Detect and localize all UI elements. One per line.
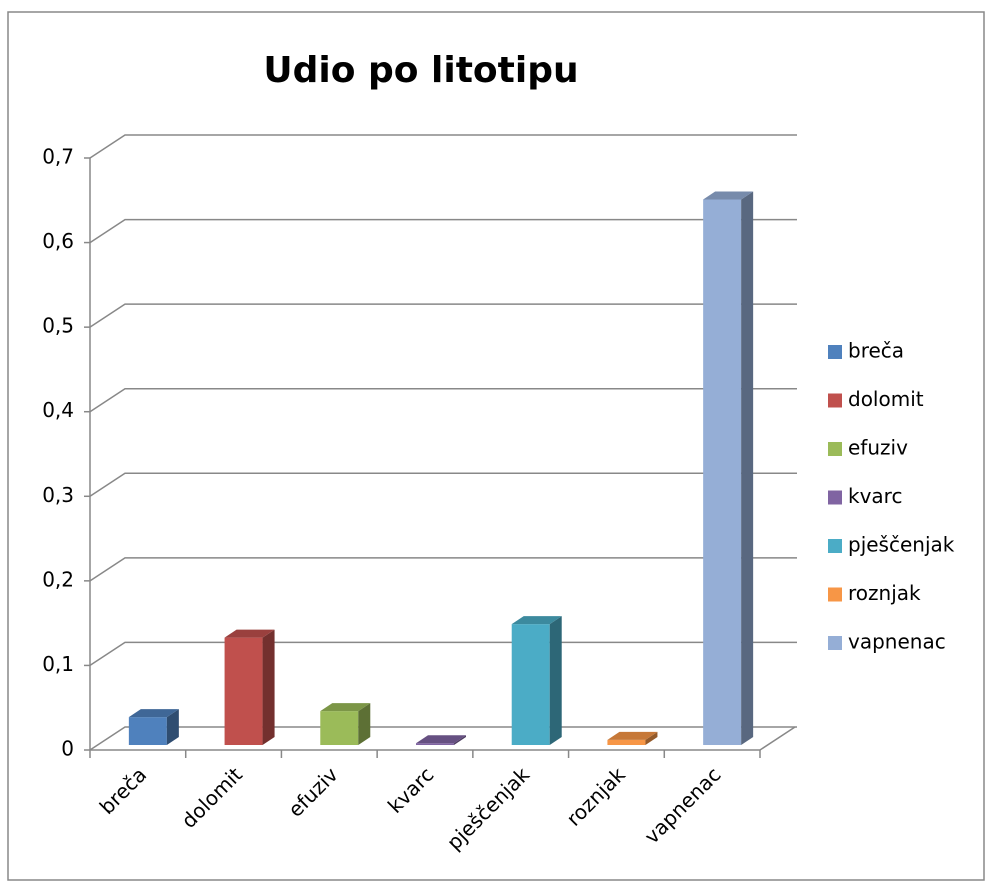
bar xyxy=(320,703,371,745)
legend-swatch xyxy=(828,587,842,602)
bar-top xyxy=(511,616,562,625)
legend-swatch xyxy=(828,393,842,408)
y-tick-label: 0,5 xyxy=(42,314,74,338)
y-tick-label: 0 xyxy=(61,737,74,761)
bar xyxy=(703,191,754,745)
y-tick-label: 0,1 xyxy=(42,652,74,676)
y-tick-label: 0,7 xyxy=(42,145,74,169)
grid-line xyxy=(89,641,797,667)
bar-front xyxy=(607,739,646,745)
legend-label: pješčenjak xyxy=(848,533,955,557)
grid-line xyxy=(89,134,797,159)
bar-side xyxy=(741,191,754,745)
legend-label: efuziv xyxy=(848,436,908,460)
grid-line xyxy=(89,218,797,244)
bar-top xyxy=(128,709,179,718)
bar-side xyxy=(454,735,466,745)
bar xyxy=(128,709,179,745)
bar-front xyxy=(224,637,263,745)
bar-side xyxy=(358,703,371,745)
bar-side xyxy=(645,731,658,745)
bar-front xyxy=(320,711,359,745)
legend-label: dolomit xyxy=(848,387,924,411)
bar xyxy=(224,629,275,745)
bar-side xyxy=(166,709,179,745)
chart-title: Udio po litotipu xyxy=(263,50,578,91)
bar-top xyxy=(320,703,371,712)
bar-top xyxy=(703,191,754,200)
y-tick-label: 0,2 xyxy=(42,567,74,591)
grid-line xyxy=(89,557,797,582)
legend-swatch xyxy=(828,442,842,456)
grid-line xyxy=(89,472,797,497)
y-tick-label: 0,6 xyxy=(42,229,74,253)
legend-swatch xyxy=(828,490,842,505)
bar-front xyxy=(703,199,742,745)
grid-line xyxy=(89,726,797,751)
bar-front xyxy=(416,743,454,745)
bar xyxy=(416,735,466,745)
bar-front xyxy=(511,624,550,745)
bar-top xyxy=(224,629,275,638)
legend-label: breča xyxy=(848,339,904,363)
legend-swatch xyxy=(828,636,842,650)
y-tick-label: 0,3 xyxy=(42,483,74,507)
bar-top xyxy=(416,735,466,744)
bar-front xyxy=(128,717,167,745)
legend-swatch xyxy=(828,539,842,553)
legend-label: vapnenac xyxy=(848,630,946,654)
grid-line xyxy=(89,303,797,328)
bar xyxy=(607,731,658,745)
legend-label: kvarc xyxy=(848,484,902,508)
bar-top xyxy=(607,731,658,740)
grid-line xyxy=(89,387,797,413)
bar xyxy=(511,616,562,745)
legend-swatch xyxy=(828,345,842,359)
y-tick-label: 0,4 xyxy=(42,398,74,422)
bar-side xyxy=(262,629,275,745)
bar-side xyxy=(549,616,562,745)
legend-label: roznjak xyxy=(848,581,921,605)
